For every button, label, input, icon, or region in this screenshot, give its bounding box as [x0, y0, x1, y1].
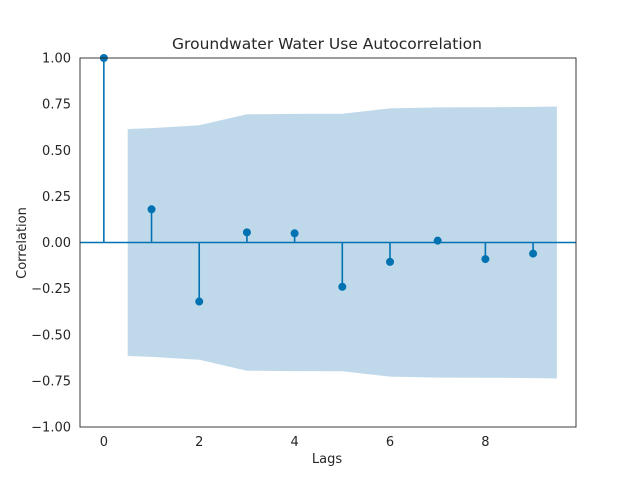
x-axis-label: Lags — [312, 452, 342, 467]
stem-marker-lag-6 — [386, 257, 394, 266]
x-tick-label: 0 — [100, 435, 108, 450]
x-tick-label: 6 — [386, 435, 394, 450]
x-tick-label: 4 — [290, 435, 298, 450]
y-tick-label: −0.25 — [31, 282, 71, 297]
y-ticks: −1.00 −0.75 −0.50 −0.25 0.00 0.25 0.50 0.75 1.00 — [31, 52, 71, 436]
stem-marker-lag-4 — [290, 229, 299, 238]
y-tick-label: 0.25 — [42, 190, 71, 205]
y-tick-label: −0.75 — [31, 374, 71, 389]
y-tick-label: 0.50 — [42, 144, 71, 159]
x-tick-label: 2 — [195, 435, 203, 450]
stem-marker-lag-2 — [195, 297, 204, 306]
y-tick-label: 0.75 — [42, 98, 71, 113]
y-tick-label: −0.50 — [31, 328, 71, 343]
chart-title: Groundwater Water Use Autocorrelation — [172, 35, 482, 53]
y-axis-label: Correlation — [15, 207, 30, 279]
y-tick-label: 0.00 — [42, 236, 71, 251]
y-tick-label: 1.00 — [42, 52, 71, 67]
stems-layer — [99, 54, 538, 306]
stem-marker-lag-7 — [433, 236, 442, 245]
y-tick-label: −1.00 — [31, 421, 71, 436]
plot-frame — [79, 57, 577, 428]
stem-marker-lag-8 — [481, 255, 490, 264]
x-tick-label: 8 — [481, 435, 489, 450]
stem-marker-lag-5 — [338, 282, 347, 291]
stem-marker-lag-3 — [242, 228, 251, 237]
stem-marker-lag-1 — [147, 205, 156, 214]
stem-marker-lag-9 — [529, 249, 538, 258]
x-ticks: 0 2 4 6 8 — [100, 435, 490, 450]
